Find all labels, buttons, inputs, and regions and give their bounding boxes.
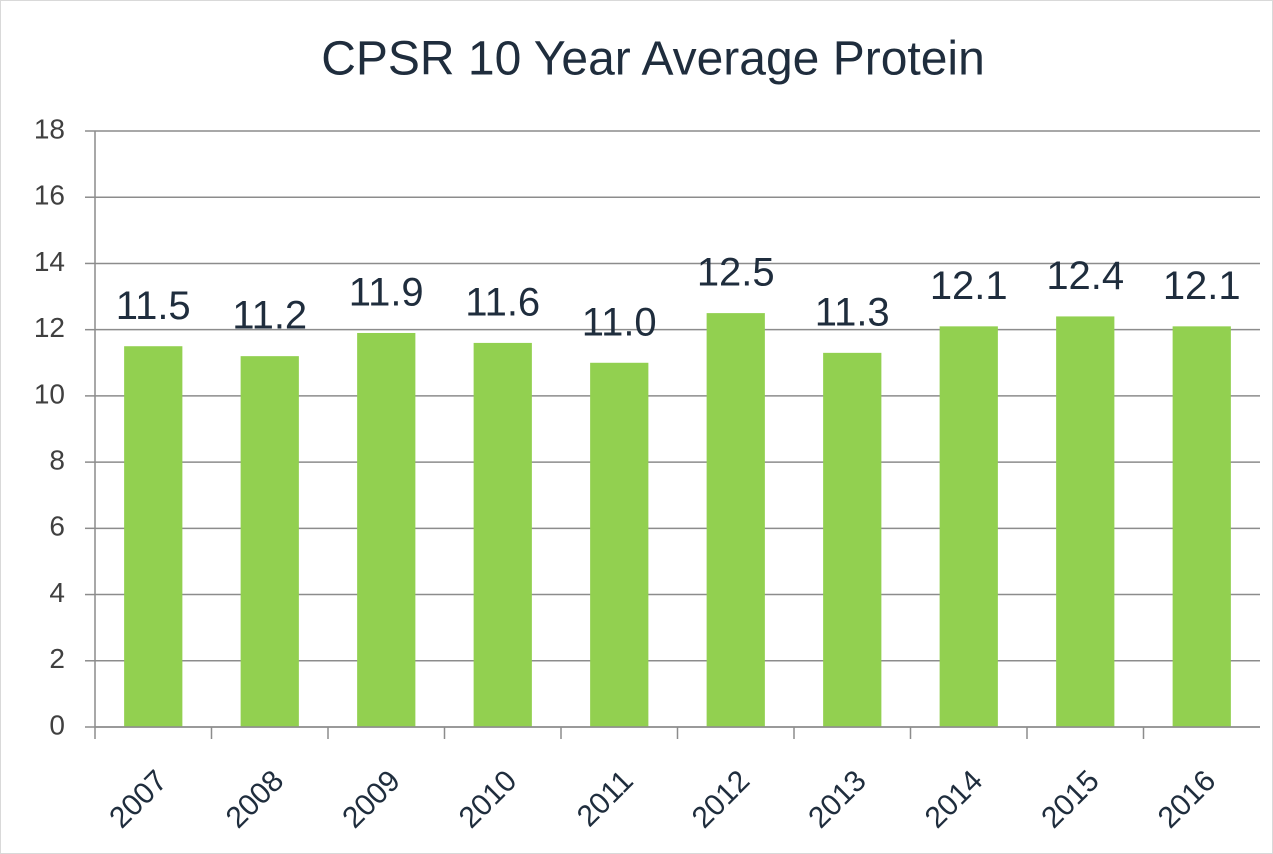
bar bbox=[590, 362, 649, 727]
value-label: 11.3 bbox=[815, 290, 890, 334]
y-tick-label: 8 bbox=[49, 445, 65, 476]
y-tick-label: 0 bbox=[49, 709, 65, 740]
bar bbox=[124, 346, 183, 727]
bar bbox=[240, 356, 299, 727]
bar bbox=[473, 342, 532, 727]
value-label: 11.5 bbox=[116, 284, 191, 328]
value-label: 12.4 bbox=[1046, 254, 1124, 298]
y-tick-label: 12 bbox=[34, 312, 65, 343]
value-label: 11.9 bbox=[349, 271, 424, 315]
y-tick-label: 14 bbox=[34, 246, 65, 277]
value-label: 11.2 bbox=[232, 294, 307, 338]
bar bbox=[357, 332, 416, 727]
bar bbox=[939, 326, 998, 727]
value-label: 11.6 bbox=[465, 280, 540, 324]
y-tick-label: 16 bbox=[34, 180, 65, 211]
value-label: 12.5 bbox=[697, 251, 775, 295]
y-tick-label: 18 bbox=[34, 113, 65, 144]
value-label: 12.1 bbox=[930, 264, 1008, 308]
bar bbox=[823, 352, 882, 727]
chart-title: CPSR 10 Year Average Protein bbox=[321, 33, 985, 86]
bar bbox=[1056, 316, 1115, 727]
y-tick-label: 10 bbox=[34, 378, 65, 409]
y-tick-label: 4 bbox=[49, 577, 65, 608]
y-tick-label: 6 bbox=[49, 511, 65, 542]
value-label: 11.0 bbox=[582, 300, 657, 344]
bar bbox=[1172, 326, 1231, 727]
value-label: 12.1 bbox=[1163, 264, 1241, 308]
y-tick-label: 2 bbox=[49, 643, 65, 674]
bar bbox=[706, 313, 765, 727]
